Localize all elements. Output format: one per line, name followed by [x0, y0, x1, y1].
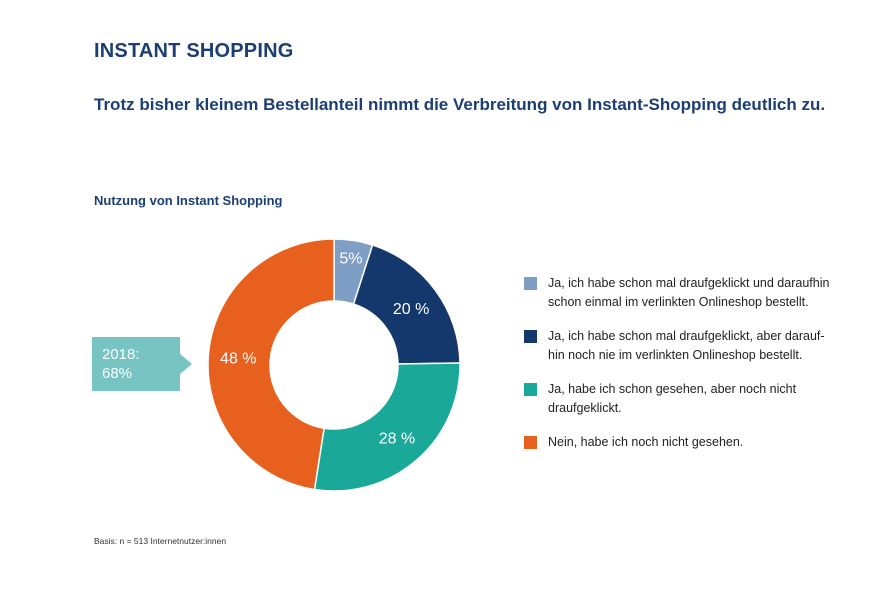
- callout-line1: 2018:: [102, 346, 140, 363]
- legend-label-line2: draufgeklickt.: [548, 401, 622, 415]
- legend-label-line1: Ja, ich habe schon mal draufgeklickt, ab…: [548, 329, 825, 343]
- legend-swatch: [524, 383, 537, 396]
- legend-label-line2: hin noch nie im verlinkten Onlineshop be…: [548, 348, 803, 362]
- legend-label-line2: schon einmal im verlinkten Onlineshop be…: [548, 295, 809, 309]
- footnote: Basis: n = 513 Internetnutzer:innen: [94, 536, 227, 546]
- headline: Trotz bisher kleinem Bestellanteil nimmt…: [94, 95, 826, 114]
- legend-swatch: [524, 277, 537, 290]
- legend-swatch: [524, 330, 537, 343]
- legend-item: Ja, habe ich schon gesehen, aber noch ni…: [524, 380, 864, 418]
- legend: Ja, ich habe schon mal draufgeklickt und…: [524, 274, 864, 467]
- donut-slice: [352, 244, 461, 365]
- callout-box: [92, 337, 180, 391]
- legend-label-line1: Ja, habe ich schon gesehen, aber noch ni…: [548, 382, 797, 396]
- donut-slice: [207, 238, 335, 491]
- legend-item: Ja, ich habe schon mal draufgeklickt und…: [524, 274, 864, 312]
- donut-slice: [313, 362, 461, 492]
- callout-line2: 68%: [102, 365, 133, 382]
- legend-swatch: [524, 436, 537, 449]
- callout-text: 2018: 68%: [102, 345, 140, 383]
- legend-item: Nein, habe ich noch nicht gesehen.: [524, 433, 864, 452]
- slice-value-label: 5%: [339, 250, 362, 267]
- section-title: INSTANT SHOPPING: [94, 40, 294, 62]
- slice-value-label: 48 %: [220, 351, 256, 368]
- legend-label-line1: Ja, ich habe schon mal draufgeklickt und…: [548, 276, 830, 290]
- slice-value-label: 28 %: [379, 430, 415, 447]
- legend-label-line1: Nein, habe ich noch nicht gesehen.: [548, 435, 744, 449]
- slice-value-label: 20 %: [393, 301, 429, 318]
- callout-arrow: [180, 354, 192, 374]
- legend-item: Ja, ich habe schon mal draufgeklickt, ab…: [524, 327, 864, 365]
- chart-title: Nutzung von Instant Shopping: [94, 193, 283, 208]
